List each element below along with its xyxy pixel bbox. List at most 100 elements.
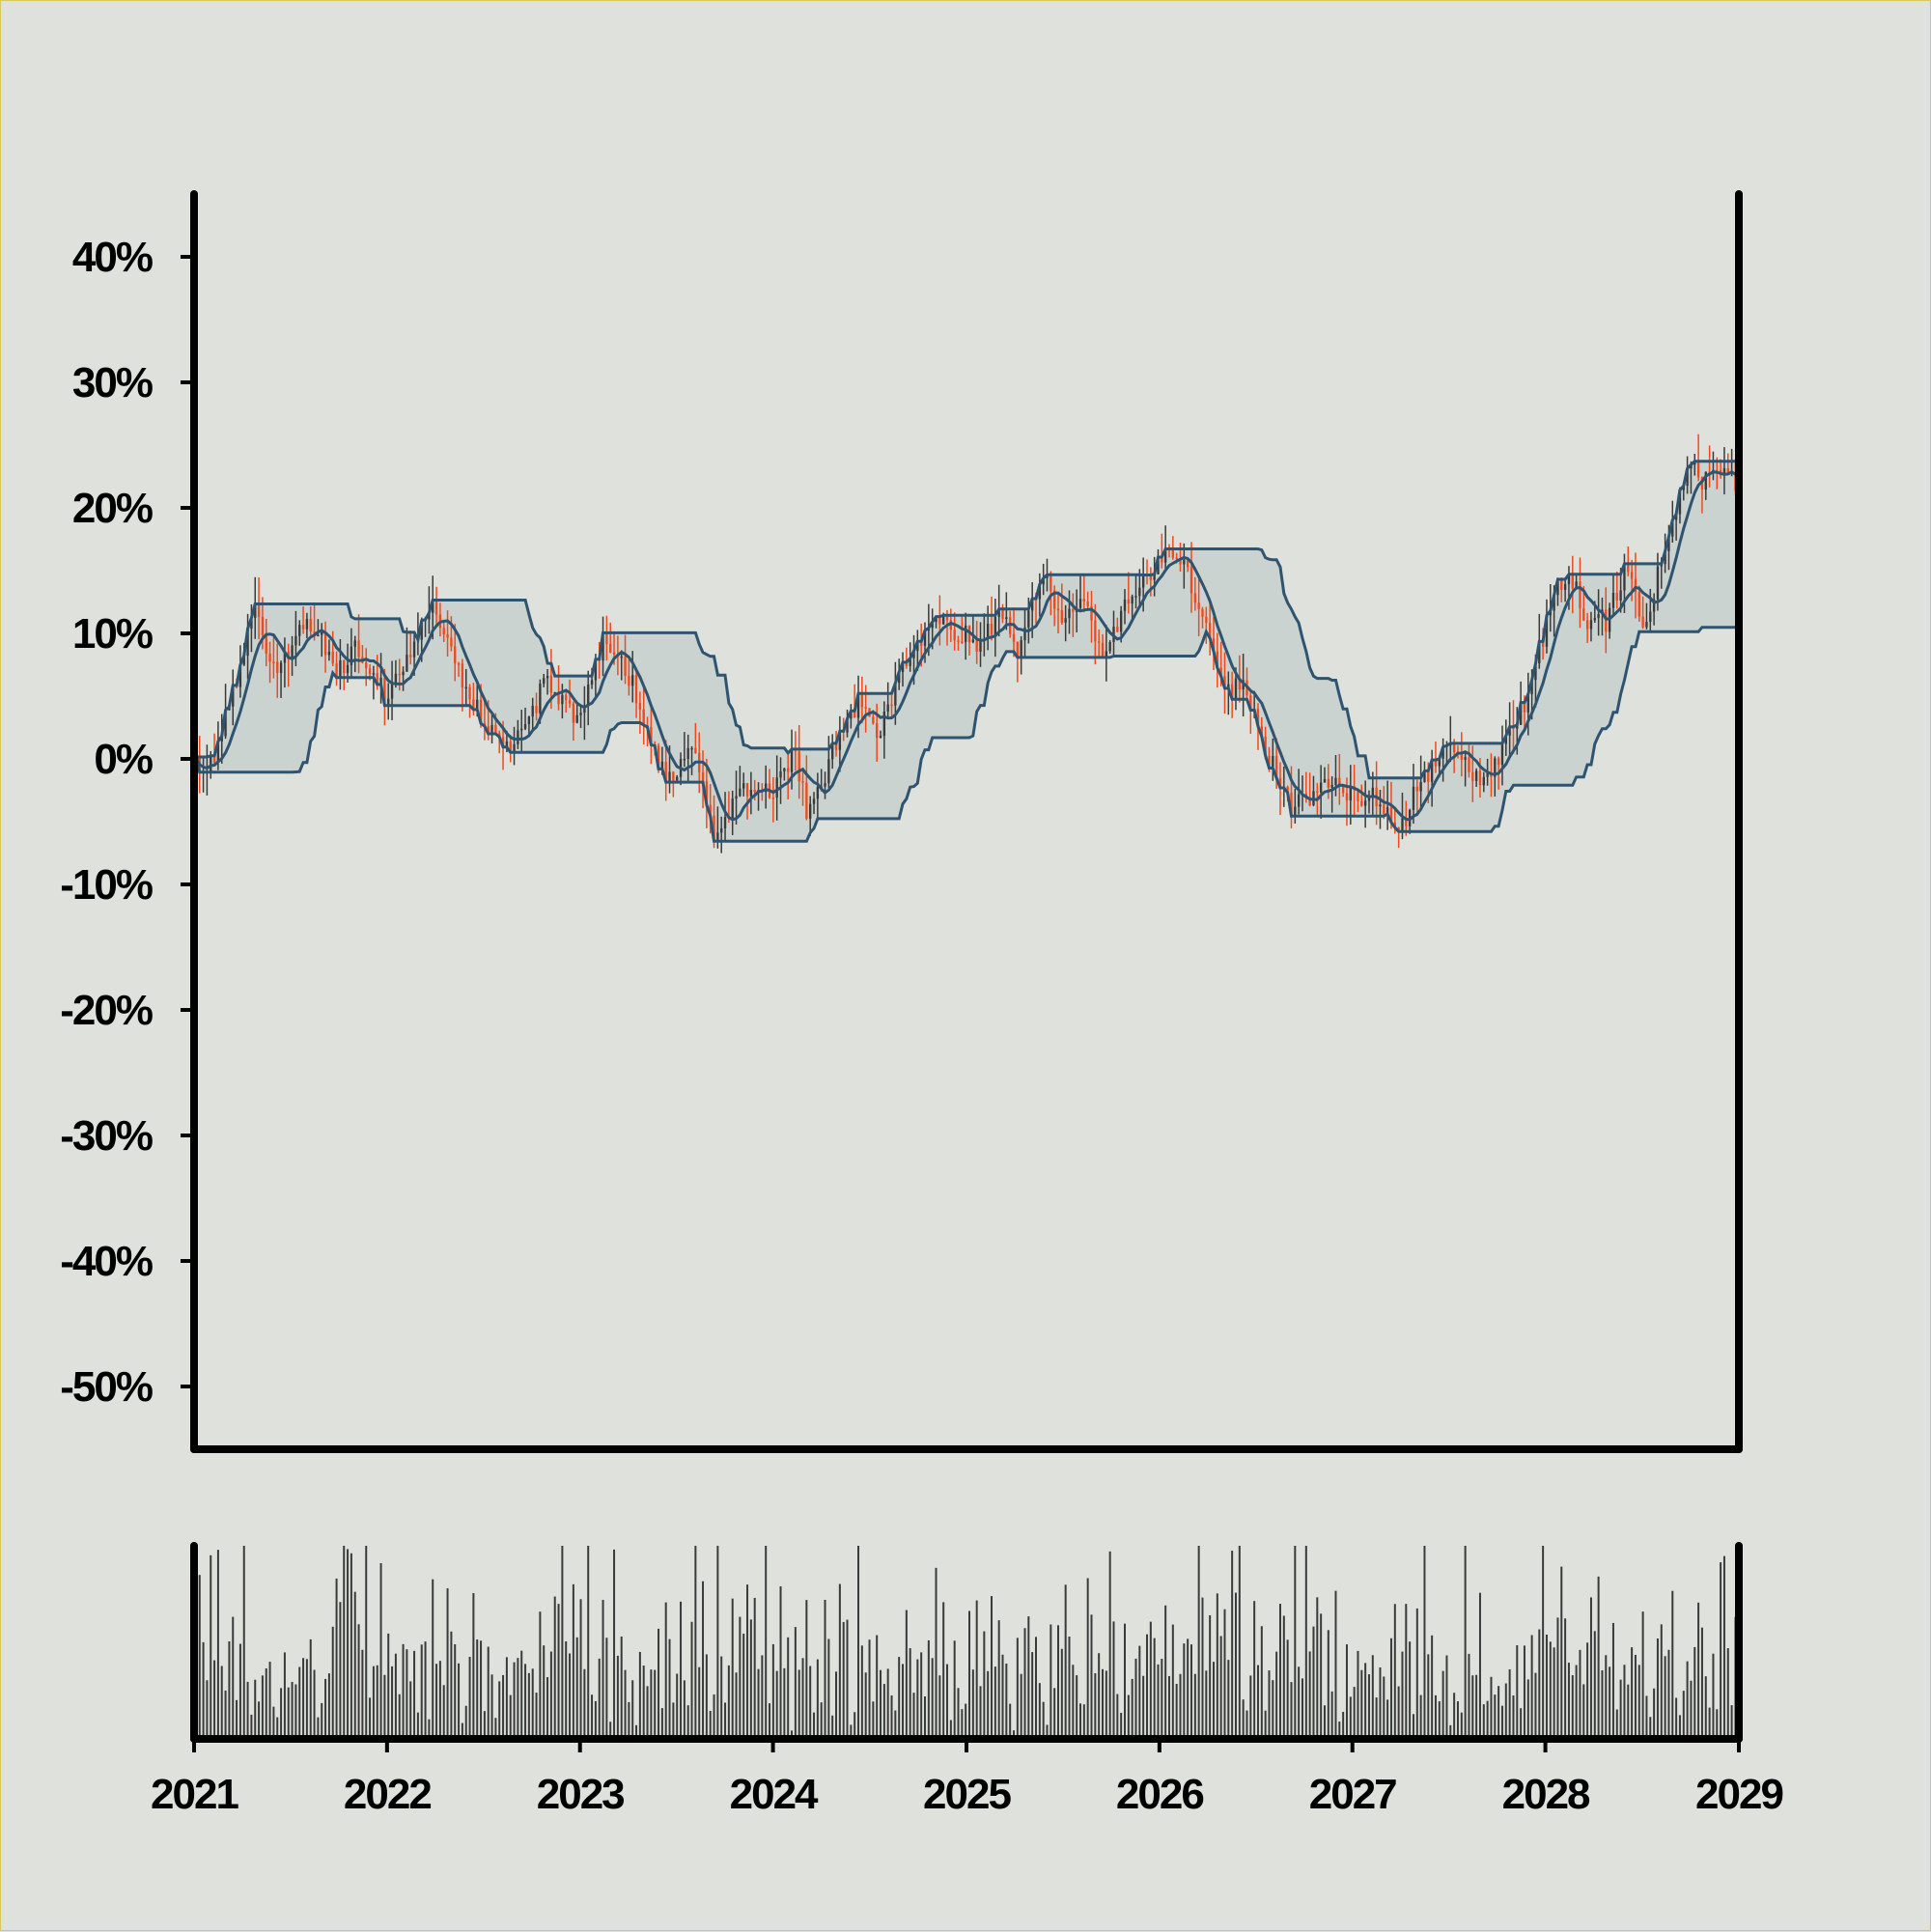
volume-bar	[413, 1650, 416, 1739]
volume-bar	[228, 1640, 231, 1739]
candle	[801, 769, 804, 806]
volume-bar	[1697, 1602, 1700, 1739]
candle-body	[468, 686, 471, 700]
candle	[1193, 576, 1197, 611]
candle	[546, 668, 549, 695]
volume-bar	[880, 1669, 882, 1739]
volume-bar	[1631, 1647, 1634, 1739]
candle-body	[1323, 778, 1327, 783]
candle-body	[1627, 563, 1630, 573]
volume-bar	[709, 1710, 712, 1739]
candle	[916, 630, 919, 671]
candle-body	[949, 620, 953, 630]
candle	[1419, 755, 1422, 808]
volume-bar	[305, 1659, 308, 1739]
candle-body	[1486, 771, 1489, 777]
candle	[1615, 571, 1618, 609]
volume-bar	[1605, 1655, 1608, 1739]
candle-body	[283, 652, 287, 663]
volume-bar	[1171, 1624, 1174, 1739]
candle	[701, 750, 705, 809]
candle	[331, 630, 334, 666]
candle-body	[1385, 807, 1389, 815]
candle-body	[1249, 695, 1252, 711]
volume-bar	[609, 1722, 612, 1739]
candle-body	[1008, 617, 1012, 634]
volume-bar	[1545, 1634, 1548, 1739]
candle-body	[1038, 584, 1042, 600]
x-tick-label: 2027	[1309, 1771, 1396, 1818]
candle-body	[216, 741, 220, 763]
candle	[343, 659, 346, 690]
candle	[1367, 790, 1371, 814]
volume-bar	[258, 1701, 261, 1739]
candle-body	[735, 796, 738, 799]
candle-body	[517, 730, 519, 744]
candle-body	[1541, 641, 1545, 647]
candle-body	[1153, 574, 1156, 580]
candle	[272, 636, 275, 679]
volume-bar	[587, 1546, 590, 1739]
candle-body	[609, 644, 612, 653]
candle-body	[1637, 592, 1640, 617]
volume-bar	[1716, 1709, 1719, 1739]
volume-bar	[543, 1645, 546, 1739]
candle-body	[454, 646, 457, 664]
volume-bar	[1360, 1669, 1363, 1739]
volume-bar	[535, 1693, 538, 1739]
volume-bar	[1138, 1645, 1141, 1739]
volume-bar	[1623, 1665, 1626, 1739]
volume-bar	[961, 1709, 964, 1739]
candle-body	[634, 675, 638, 704]
volume-bar	[1367, 1674, 1370, 1739]
candle-body	[301, 625, 305, 630]
volume-bar	[920, 1652, 923, 1739]
candle	[749, 771, 753, 815]
candle-body	[1030, 598, 1034, 611]
candle-body	[1108, 641, 1111, 652]
volume-bar	[202, 1641, 205, 1739]
candle	[1272, 738, 1274, 781]
volume-bar	[1027, 1616, 1030, 1739]
candle	[321, 623, 323, 658]
candle-body	[1072, 608, 1075, 612]
candle	[1645, 602, 1648, 630]
candle-body	[494, 724, 497, 734]
volume-bar	[1157, 1664, 1160, 1739]
candle-body	[1379, 804, 1382, 807]
candle-body	[812, 798, 816, 804]
volume-bar	[1327, 1630, 1329, 1739]
candle-body	[720, 827, 723, 833]
candle	[1327, 764, 1329, 799]
candle-body	[602, 632, 604, 661]
volume-bar	[498, 1681, 501, 1739]
volume-bar	[598, 1658, 601, 1739]
volume-bar	[1098, 1653, 1101, 1739]
volume-bar	[857, 1546, 860, 1739]
candle	[1468, 742, 1470, 778]
candle	[257, 576, 261, 640]
candle-body	[434, 600, 438, 615]
candle	[957, 635, 960, 651]
volume-bar	[690, 1621, 693, 1739]
candle-body	[357, 640, 360, 658]
candle-body	[979, 639, 982, 652]
candle	[775, 755, 778, 821]
volume-bar	[805, 1600, 808, 1739]
volume-bar	[1423, 1546, 1426, 1739]
candle-body	[779, 770, 782, 778]
candle-body	[1278, 777, 1282, 789]
volume-bar	[1134, 1658, 1137, 1739]
volume-bar	[302, 1658, 305, 1739]
candle-body	[798, 751, 800, 782]
candle	[1097, 629, 1101, 658]
candle	[602, 616, 604, 677]
volume-bar	[1338, 1722, 1341, 1739]
candle	[1086, 591, 1089, 611]
candle	[265, 618, 267, 666]
volume-bar	[993, 1666, 996, 1739]
candle-body	[612, 652, 616, 655]
volume-bar	[416, 1712, 419, 1739]
candle	[690, 745, 693, 775]
